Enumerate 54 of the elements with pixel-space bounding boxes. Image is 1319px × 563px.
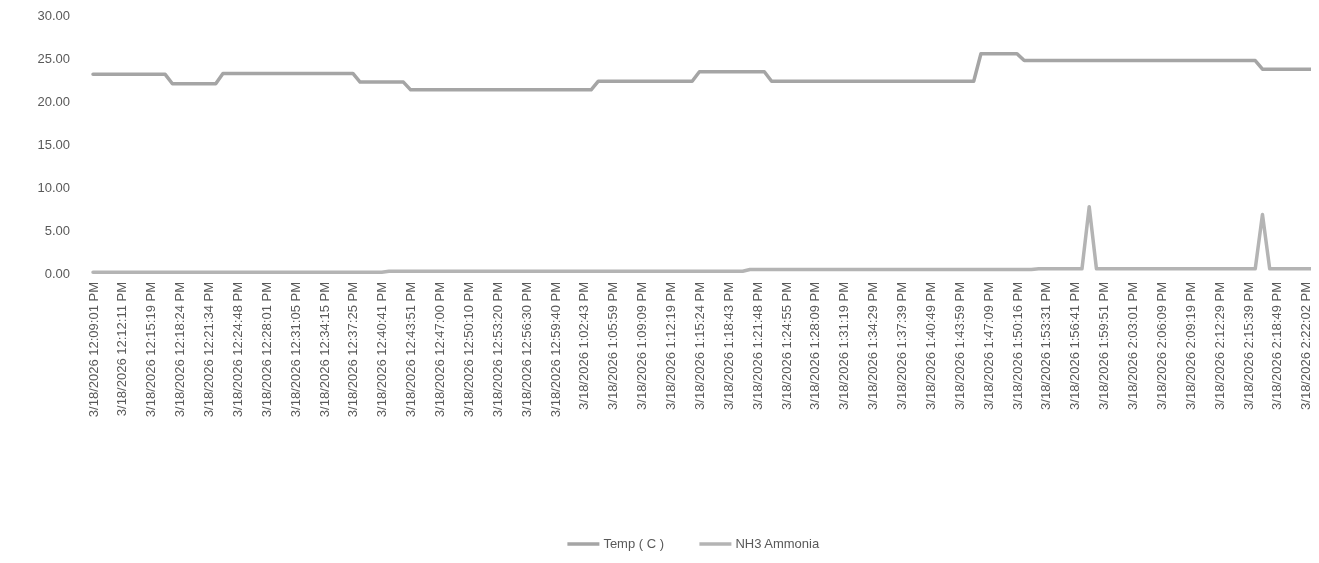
x-tick-label: 3/18/2026 12:12:11 PM bbox=[114, 282, 130, 417]
x-tick-label: 3/18/2026 2:03:01 PM bbox=[1125, 282, 1141, 410]
x-tick-label: 3/18/2026 1:24:55 PM bbox=[778, 282, 794, 410]
x-tick-label: 3/18/2026 12:24:48 PM bbox=[229, 282, 245, 418]
x-tick-label: 3/18/2026 12:43:51 PM bbox=[403, 282, 419, 418]
x-tick-label: 3/18/2026 12:53:20 PM bbox=[489, 282, 505, 418]
x-tick-label: 3/18/2026 1:09:09 PM bbox=[634, 282, 650, 410]
x-tick-label: 3/18/2026 12:15:19 PM bbox=[143, 282, 159, 418]
x-tick-label: 3/18/2026 2:15:39 PM bbox=[1240, 282, 1256, 410]
x-tick-label: 3/18/2026 1:28:09 PM bbox=[807, 282, 823, 410]
y-tick-label: 30.00 bbox=[37, 7, 70, 23]
x-tick-label: 3/18/2026 2:06:09 PM bbox=[1153, 282, 1169, 410]
x-tick-label: 3/18/2026 1:18:43 PM bbox=[720, 282, 736, 410]
x-tick-label: 3/18/2026 1:47:09 PM bbox=[980, 282, 996, 410]
y-tick-label: 20.00 bbox=[37, 93, 70, 109]
x-tick-label: 3/18/2026 12:50:10 PM bbox=[460, 282, 476, 418]
x-tick-label: 3/18/2026 1:02:43 PM bbox=[576, 282, 592, 410]
x-tick-label: 3/18/2026 1:56:41 PM bbox=[1067, 282, 1083, 410]
x-tick-label: 3/18/2026 2:09:19 PM bbox=[1182, 282, 1198, 410]
x-tick-label: 3/18/2026 12:47:00 PM bbox=[432, 282, 448, 418]
y-tick-label: 10.00 bbox=[37, 179, 70, 195]
x-tick-label: 3/18/2026 2:18:49 PM bbox=[1269, 282, 1285, 410]
x-tick-label: 3/18/2026 12:21:34 PM bbox=[201, 282, 217, 418]
x-tick-label: 3/18/2026 12:37:25 PM bbox=[345, 282, 361, 418]
x-tick-label: 3/18/2026 1:34:29 PM bbox=[865, 282, 881, 410]
x-tick-label: 3/18/2026 1:59:51 PM bbox=[1096, 282, 1112, 410]
y-tick-label: 0.00 bbox=[44, 265, 70, 281]
legend-label: NH3 Ammonia bbox=[735, 536, 820, 551]
x-tick-label: 3/18/2026 12:28:01 PM bbox=[258, 282, 274, 418]
x-tick-label: 3/18/2026 2:22:02 PM bbox=[1298, 282, 1314, 410]
x-tick-label: 3/18/2026 1:37:39 PM bbox=[894, 282, 910, 410]
line-series bbox=[91, 205, 1311, 274]
x-tick-label: 3/18/2026 12:18:24 PM bbox=[172, 282, 188, 418]
line-series bbox=[91, 51, 1311, 92]
x-tick-label: 3/18/2026 1:12:19 PM bbox=[663, 282, 679, 410]
x-tick-label: 3/18/2026 12:56:30 PM bbox=[518, 282, 534, 418]
y-tick-label: 25.00 bbox=[37, 50, 70, 66]
x-tick-label: 3/18/2026 1:40:49 PM bbox=[922, 282, 938, 410]
x-tick-label: 3/18/2026 1:53:31 PM bbox=[1038, 282, 1054, 410]
x-tick-label: 3/18/2026 1:21:48 PM bbox=[749, 282, 765, 410]
x-tick-label: 3/18/2026 2:12:29 PM bbox=[1211, 282, 1227, 410]
x-tick-label: 3/18/2026 1:15:24 PM bbox=[691, 282, 707, 410]
x-tick-label: 3/18/2026 1:43:59 PM bbox=[951, 282, 967, 410]
y-tick-label: 15.00 bbox=[37, 136, 70, 152]
x-tick-label: 3/18/2026 1:05:59 PM bbox=[605, 282, 621, 410]
x-tick-label: 3/18/2026 1:31:19 PM bbox=[836, 282, 852, 410]
x-tick-label: 3/18/2026 12:40:41 PM bbox=[374, 282, 390, 418]
legend-label: Temp ( C ) bbox=[603, 536, 665, 551]
x-tick-label: 3/18/2026 12:59:40 PM bbox=[547, 282, 563, 418]
x-tick-label: 3/18/2026 12:09:01 PM bbox=[85, 282, 101, 418]
x-tick-label: 3/18/2026 12:34:15 PM bbox=[316, 282, 332, 418]
x-tick-label: 3/18/2026 1:50:16 PM bbox=[1009, 282, 1025, 410]
x-tick-label: 3/18/2026 12:31:05 PM bbox=[287, 282, 303, 418]
y-tick-label: 5.00 bbox=[44, 222, 70, 238]
